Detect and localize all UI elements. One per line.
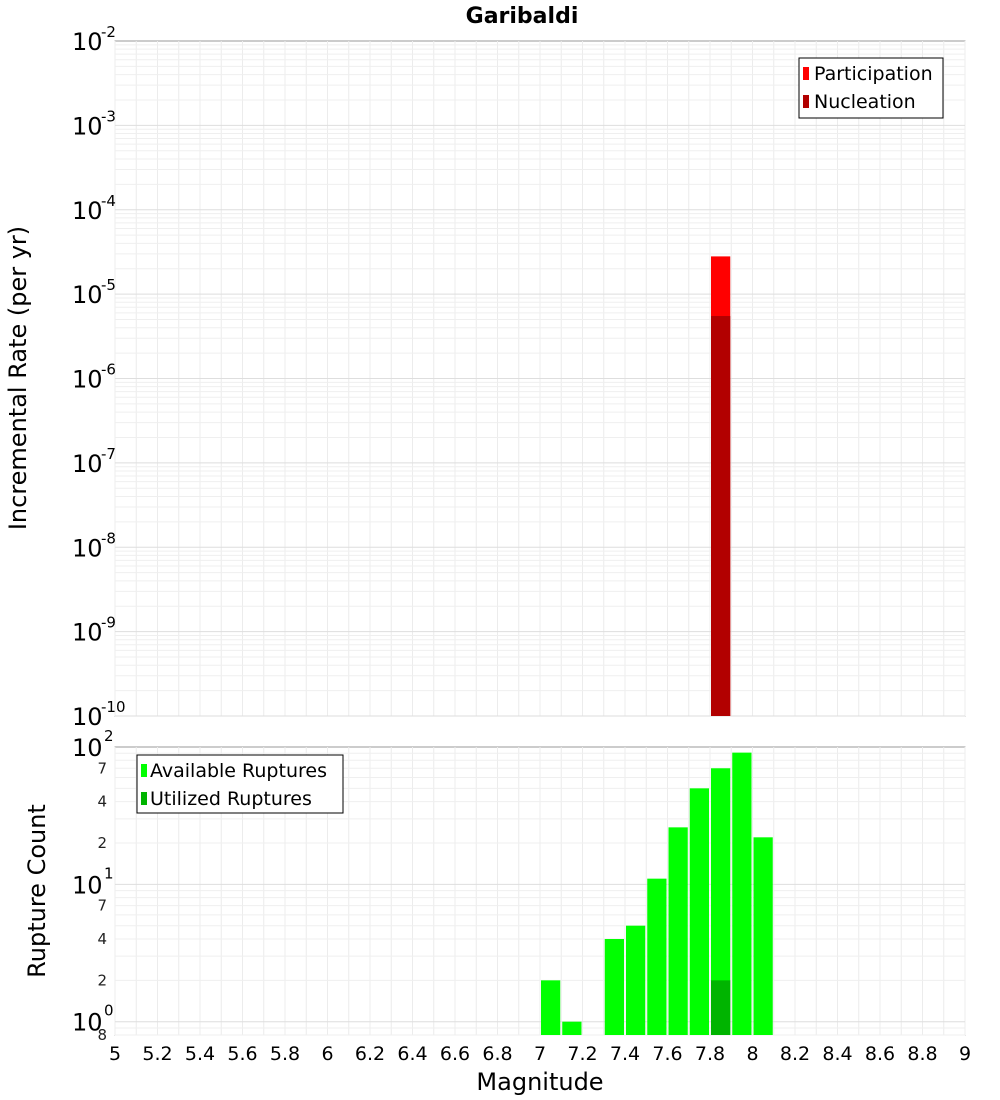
top-y-tick-label: 10 xyxy=(72,703,103,731)
x-tick-label: 8.4 xyxy=(822,1043,852,1065)
legend-swatch-nucleation xyxy=(803,95,809,108)
x-tick-label: 7.2 xyxy=(567,1043,597,1065)
top-y-tick-exponent: -10 xyxy=(101,698,126,716)
bar-available-ruptures xyxy=(626,925,646,1035)
bottom-y-tick-exponent: 0 xyxy=(104,1002,114,1020)
top-legend: Participation Nucleation xyxy=(798,57,944,119)
x-axis-label: Magnitude xyxy=(476,1068,603,1096)
x-tick-label: 5.4 xyxy=(185,1043,215,1065)
legend-swatch-participation xyxy=(803,67,809,80)
x-tick-label: 5 xyxy=(109,1043,121,1065)
top-y-tick-label: 10 xyxy=(72,281,103,309)
x-tick-label: 8.8 xyxy=(907,1043,937,1065)
bar-nucleation xyxy=(711,316,731,716)
x-tick-label: 6 xyxy=(321,1043,333,1065)
bottom-y-tick-label: 10 xyxy=(72,1009,103,1037)
top-grid xyxy=(114,41,966,717)
x-tick-label: 6.4 xyxy=(397,1043,427,1065)
bar-utilized-ruptures xyxy=(711,980,731,1035)
x-ticks: 5 5.2 5.4 5.6 5.8 6 6.2 6.4 6.6 6.8 7 7.2 7.4 7.6 7.8 8… xyxy=(109,1043,971,1065)
bottom-y-minor-tick-label: 2 xyxy=(97,971,107,989)
x-tick-label: 8.2 xyxy=(780,1043,810,1065)
legend-label-available: Available Ruptures xyxy=(150,760,327,782)
bottom-y-tick-label: 10 xyxy=(72,871,103,899)
x-tick-label: 7.6 xyxy=(652,1043,682,1065)
top-y-tick-exponent: -5 xyxy=(101,276,116,294)
bar-available-ruptures xyxy=(711,768,731,1035)
bar-available-ruptures xyxy=(668,827,688,1035)
chart-title: Garibaldi xyxy=(466,4,579,29)
bottom-legend-box xyxy=(136,754,344,814)
bar-available-ruptures xyxy=(753,837,773,1035)
bar-available-ruptures xyxy=(604,939,624,1035)
legend-label-participation: Participation xyxy=(814,63,933,85)
top-y-tick-exponent: -3 xyxy=(101,107,116,125)
bottom-bars xyxy=(541,752,773,1035)
x-tick-label: 9 xyxy=(959,1043,971,1065)
x-tick-label: 5.6 xyxy=(227,1043,257,1065)
bottom-y-tick-label: 10 xyxy=(72,734,103,762)
x-tick-label: 7.4 xyxy=(610,1043,640,1065)
bottom-y-minor-tick-label: 7 xyxy=(97,897,107,915)
x-tick-label: 7 xyxy=(534,1043,546,1065)
bar-available-ruptures xyxy=(541,980,561,1035)
top-y-tick-label: 10 xyxy=(72,28,103,56)
bottom-legend: Available Ruptures Utilized Ruptures xyxy=(136,754,344,814)
top-bars xyxy=(711,256,731,716)
top-y-tick-label: 10 xyxy=(72,450,103,478)
top-legend-box xyxy=(798,57,944,119)
bar-available-ruptures xyxy=(689,788,709,1035)
top-y-tick-exponent: -9 xyxy=(101,614,116,632)
top-y-tick-exponent: -2 xyxy=(101,23,116,41)
top-y-tick-label: 10 xyxy=(72,112,103,140)
bar-available-ruptures xyxy=(647,878,667,1035)
bottom-y-tick-exponent: 1 xyxy=(104,864,114,882)
x-tick-label: 8.6 xyxy=(865,1043,895,1065)
legend-label-nucleation: Nucleation xyxy=(814,91,916,113)
top-y-tick-label: 10 xyxy=(72,619,103,647)
top-y-tick-exponent: -8 xyxy=(101,529,116,547)
top-y-tick-label: 10 xyxy=(72,366,103,394)
top-y-axis-label: Incremental Rate (per yr) xyxy=(4,226,32,530)
bottom-y-minor-tick-label: 4 xyxy=(97,930,107,948)
x-tick-label: 7.8 xyxy=(695,1043,725,1065)
bottom-y-minor-tick-label: 4 xyxy=(97,793,107,811)
top-y-tick-exponent: -7 xyxy=(101,445,116,463)
x-tick-label: 6.2 xyxy=(355,1043,385,1065)
bottom-y-axis-label: Rupture Count xyxy=(23,804,51,978)
x-tick-label: 5.8 xyxy=(270,1043,300,1065)
x-tick-label: 8 xyxy=(746,1043,758,1065)
bottom-y-minor-tick-label: 8 xyxy=(97,1026,107,1044)
top-y-tick-label: 10 xyxy=(72,197,103,225)
bottom-y-tick-exponent: 2 xyxy=(104,727,114,745)
legend-swatch-utilized xyxy=(141,792,147,805)
x-tick-label: 6.8 xyxy=(482,1043,512,1065)
x-tick-label: 6.6 xyxy=(440,1043,470,1065)
top-y-tick-label: 10 xyxy=(72,534,103,562)
legend-swatch-available xyxy=(141,764,147,777)
legend-label-utilized: Utilized Ruptures xyxy=(150,788,312,810)
x-tick-label: 5.2 xyxy=(142,1043,172,1065)
bottom-y-minor-tick-label: 2 xyxy=(97,834,107,852)
bar-available-ruptures xyxy=(562,1021,582,1035)
bottom-y-minor-tick-label: 7 xyxy=(97,759,107,777)
top-y-tick-exponent: -4 xyxy=(101,192,116,210)
top-y-tick-exponent: -6 xyxy=(101,361,116,379)
bar-available-ruptures xyxy=(732,752,752,1035)
